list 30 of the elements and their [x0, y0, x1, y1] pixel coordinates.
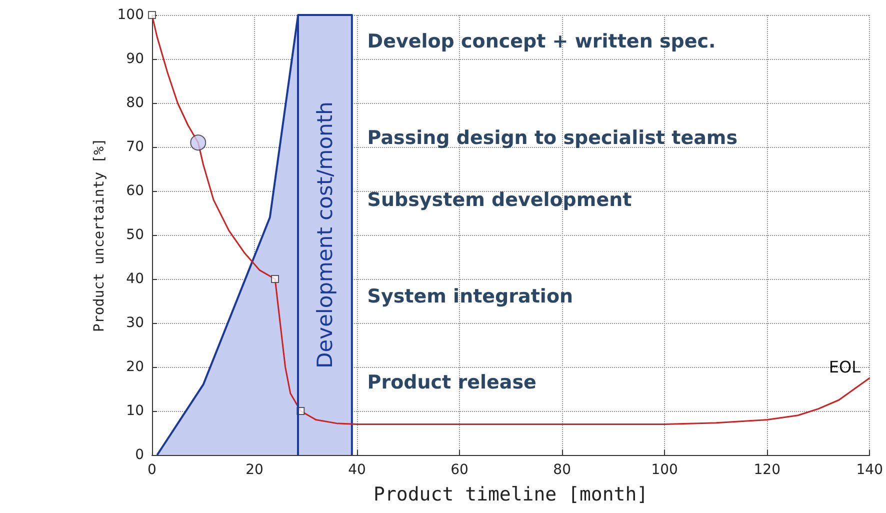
x-tick-label: 80 — [553, 462, 571, 478]
x-tick-label: 60 — [450, 462, 468, 478]
series-label: Development cost/month — [313, 102, 337, 368]
annotation: Passing design to specialist teams — [367, 127, 738, 150]
x-tick-label: 100 — [651, 462, 678, 478]
y-tick-label: 30 — [126, 315, 144, 331]
x-axis-title: Product timeline [month] — [374, 484, 648, 506]
annotation: Product release — [367, 371, 536, 394]
y-tick-label: 90 — [126, 51, 144, 67]
y-tick-label: 60 — [126, 183, 144, 199]
annotation: EOL — [828, 358, 861, 376]
y-tick-label: 100 — [117, 7, 144, 23]
x-tick-label: 0 — [148, 462, 156, 478]
y-tick-label: 80 — [126, 95, 144, 111]
y-tick-label: 70 — [126, 139, 144, 155]
y-axis-title: Product uncertainty [%] — [91, 138, 108, 332]
y-tick-label: 0 — [135, 447, 144, 463]
y-tick-label: 50 — [126, 227, 144, 243]
x-tick-label: 40 — [348, 462, 366, 478]
x-tick-label: 20 — [246, 462, 264, 478]
x-tick-label: 140 — [856, 462, 884, 478]
point — [190, 134, 206, 151]
annotation: Develop concept + written spec. — [367, 30, 716, 52]
x-tick-label: 120 — [754, 462, 780, 478]
y-tick-label: 20 — [126, 359, 144, 375]
y-tick-label: 40 — [126, 271, 144, 287]
point — [271, 275, 280, 283]
annotation: System integration — [367, 286, 574, 308]
y-tick-label: 10 — [126, 403, 144, 419]
annotation: Subsystem development — [367, 188, 632, 211]
